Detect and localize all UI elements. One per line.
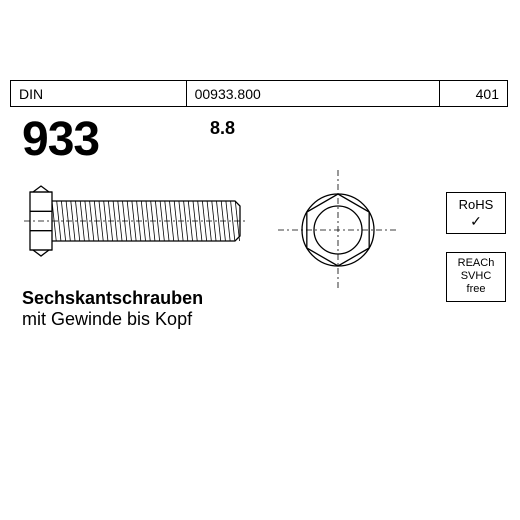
hex-front-view [278,170,398,290]
spec-sheet: DIN 00933.800 401 933 8.8 Sechskantschra… [0,80,520,440]
reach-line1: REACh [453,257,499,270]
standard-number: 933 [22,112,99,167]
property-class: 8.8 [210,118,235,139]
description: Sechskantschrauben mit Gewinde bis Kopf [22,288,203,330]
header-cell-ref: 401 [440,81,508,107]
check-icon: ✓ [453,213,499,230]
table-row: DIN 00933.800 401 [11,81,508,107]
header-cell-code: 00933.800 [186,81,439,107]
reach-badge: REACh SVHC free [446,252,506,302]
rohs-badge: RoHS ✓ [446,192,506,234]
description-subtitle: mit Gewinde bis Kopf [22,309,203,330]
rohs-label: RoHS [453,197,499,213]
header-table: DIN 00933.800 401 [10,80,508,107]
header-cell-standard: DIN [11,81,187,107]
description-title: Sechskantschrauben [22,288,203,309]
bolt-side-view [22,178,248,264]
reach-line3: free [453,283,499,296]
reach-line2: SVHC [453,270,499,283]
